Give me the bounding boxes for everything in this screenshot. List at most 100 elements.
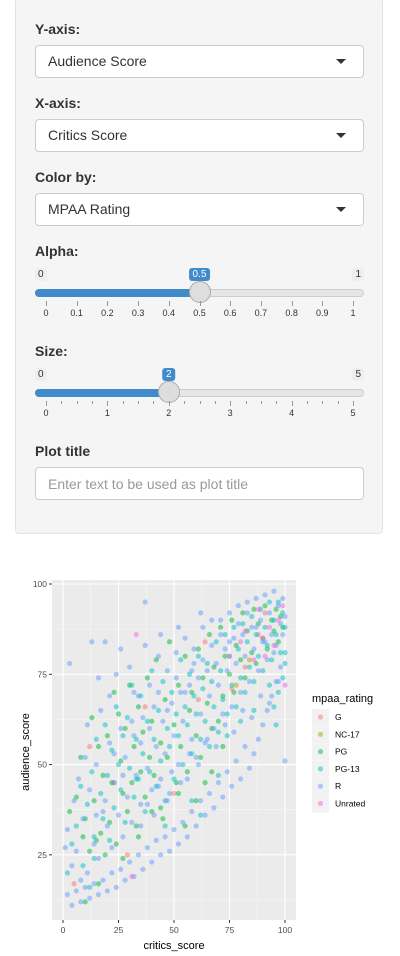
slider-tick-label: 0.8 [285,308,298,318]
data-point-r [222,722,228,728]
data-point-pg-13 [133,776,139,782]
y-axis-select[interactable]: Audience Score [35,45,364,78]
legend-label: PG-13 [335,764,360,774]
data-point-r [169,769,175,775]
slider-tick [168,301,170,306]
slider-tick [291,301,293,306]
data-point-pg-13 [224,733,230,739]
data-point-pg-13 [238,718,244,724]
data-point-pg-13 [124,715,130,721]
data-point-pg-13 [200,686,206,692]
data-point-r [140,715,146,721]
data-point-r [151,704,157,710]
slider-tick [230,401,232,406]
plot-title-input[interactable] [35,467,364,500]
data-point-pg-13 [131,794,137,800]
data-point-pg [160,816,166,822]
data-point-r [198,711,204,717]
data-point-pg [120,855,126,862]
color-by-select[interactable]: MPAA Rating [35,193,364,226]
x-tick-label: 100 [278,925,292,935]
slider-ticks: 0 1 2 3 4 5 [35,401,364,423]
data-point-pg-13 [198,736,204,742]
data-point-g [262,610,268,616]
data-point-r [129,819,135,825]
data-point-pg-13 [195,653,202,659]
slider-minor-tick [138,401,140,404]
data-point-r [91,841,97,847]
data-point-r [246,765,253,771]
slider-tick [353,401,354,406]
slider-minor-tick [61,401,63,404]
data-point-r [120,772,126,778]
data-point-pg-13 [91,834,97,840]
data-point-pg-13 [102,722,108,728]
data-point-pg [111,689,117,695]
x-axis-select[interactable]: Critics Score [35,119,364,152]
slider-fill [35,289,200,297]
data-point-r [178,780,184,786]
data-point-r [186,751,193,757]
data-point-r [242,653,248,659]
size-slider[interactable]: 0 5 2 0 1 2 3 4 5 [35,368,364,424]
data-point-pg-13 [93,736,99,742]
alpha-slider[interactable]: 0 1 0.5 0 0.1 0.2 0.3 0.4 0.5 0.6 0.7 0.8 0.9 1 [35,268,364,324]
legend-swatch [317,800,324,807]
data-point-pg [142,794,148,800]
data-point-r [164,798,170,804]
data-point-pg-13 [231,624,237,630]
data-point-r [202,812,208,818]
slider-handle[interactable] [157,381,180,403]
data-point-pg-13 [282,660,288,667]
data-point-r [162,834,168,840]
data-point-r [107,693,113,699]
slider-tick-label: 0 [43,408,49,418]
data-point-pg-13 [222,631,228,638]
data-point-pg-13 [182,704,188,710]
data-point-r [133,772,139,778]
data-point-r [266,700,273,706]
data-point-r [153,743,159,750]
data-point-pg [178,743,184,750]
slider-handle[interactable] [188,281,211,303]
data-point-r [255,668,261,674]
data-point-r [186,682,193,688]
data-point-r [93,812,99,818]
data-point-r [195,761,202,768]
data-point-pg-13 [282,650,288,656]
data-point-r [164,707,170,713]
slider-tick-label: 1 [104,408,110,418]
slider-minor-tick [306,401,308,404]
data-point-r [91,881,97,887]
data-point-r [269,631,275,638]
data-point-pg-13 [255,653,261,659]
data-point-pg-13 [244,639,250,645]
data-point-pg-13 [277,650,284,656]
data-point-unrated [262,653,268,659]
data-point-r [229,783,235,789]
data-point-r [118,866,124,872]
data-point-r [209,617,215,623]
data-point-pg-13 [80,863,86,869]
data-point-pg-13 [171,776,177,782]
slider-tick [76,301,78,306]
slider-tick-label: 3 [227,408,233,418]
data-point-r [113,671,119,677]
data-point-r [180,819,186,825]
data-point-pg [220,743,226,750]
data-point-r [255,736,261,742]
data-point-pg [200,675,206,681]
data-point-g [202,639,208,645]
slider-tick-label: 0 [43,308,49,318]
data-point-r [204,668,210,674]
data-point-pg-13 [84,801,91,807]
data-point-pg-13 [240,621,246,627]
data-point-r [224,769,230,775]
data-point-r [215,682,221,688]
data-point-r [282,758,288,764]
data-point-unrated [271,642,277,648]
data-point-pg [144,675,150,681]
slider-minor-tick [153,401,155,404]
data-point-r [118,725,124,732]
data-point-pg-13 [69,841,75,847]
